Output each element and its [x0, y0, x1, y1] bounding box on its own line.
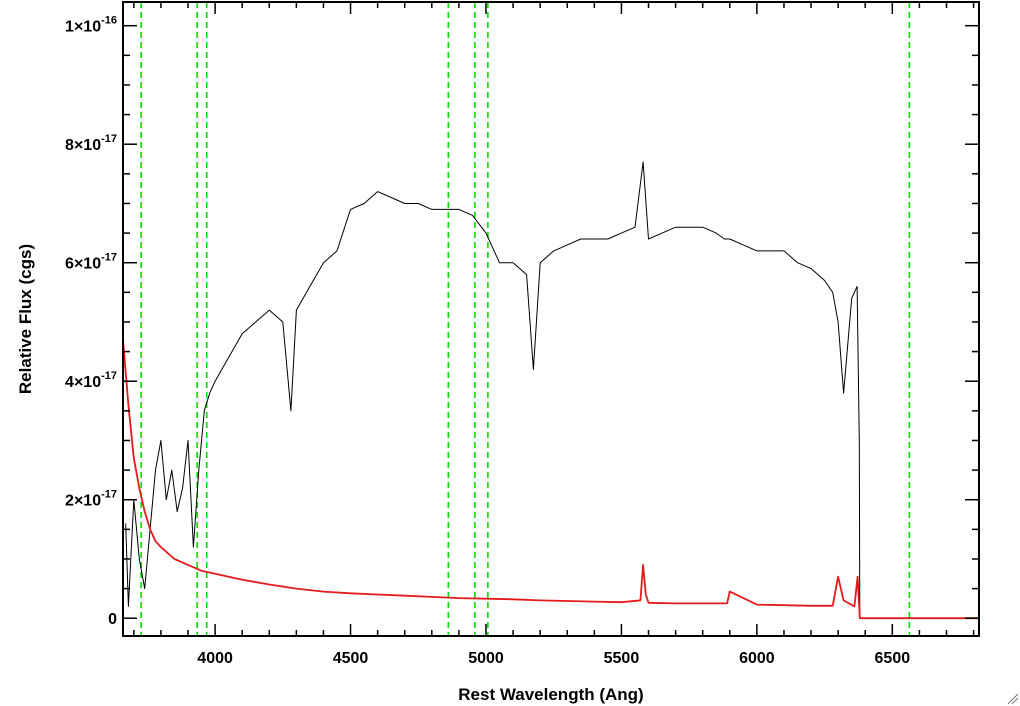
x-tick-label: 4500: [333, 650, 369, 667]
x-tick-labels: 4000 4500 5000 5500 6000 6500: [197, 650, 910, 667]
reference-lines: [140, 2, 911, 636]
error-spectrum-line: [122, 339, 979, 620]
resize-grip-icon[interactable]: [1007, 693, 1019, 705]
y-tick-label: 2×10-17: [65, 489, 117, 510]
y-tick-label: 6×10-17: [65, 252, 117, 273]
series-layer: [122, 161, 979, 620]
y-tick-labels: 0 2×10-17 4×10-17 6×10-17 8×10-17 1×10-16: [65, 15, 117, 629]
axis-ticks: [123, 2, 979, 636]
x-tick-label: 5500: [604, 650, 640, 667]
x-axis-title: Rest Wavelength (Ang): [458, 685, 643, 704]
x-tick-label: 5000: [468, 650, 504, 667]
x-tick-label: 6000: [739, 650, 775, 667]
y-tick-label: 4×10-17: [65, 370, 117, 391]
x-tick-label: 4000: [197, 650, 233, 667]
spectrum-line: [125, 161, 861, 619]
y-tick-label: 0: [108, 611, 117, 628]
y-axis-title: Relative Flux (cgs): [16, 244, 35, 394]
x-tick-label: 6500: [875, 650, 911, 667]
plot-frame: [122, 1, 980, 637]
y-tick-label: 1×10-16: [65, 15, 117, 36]
y-tick-label: 8×10-17: [65, 133, 117, 154]
